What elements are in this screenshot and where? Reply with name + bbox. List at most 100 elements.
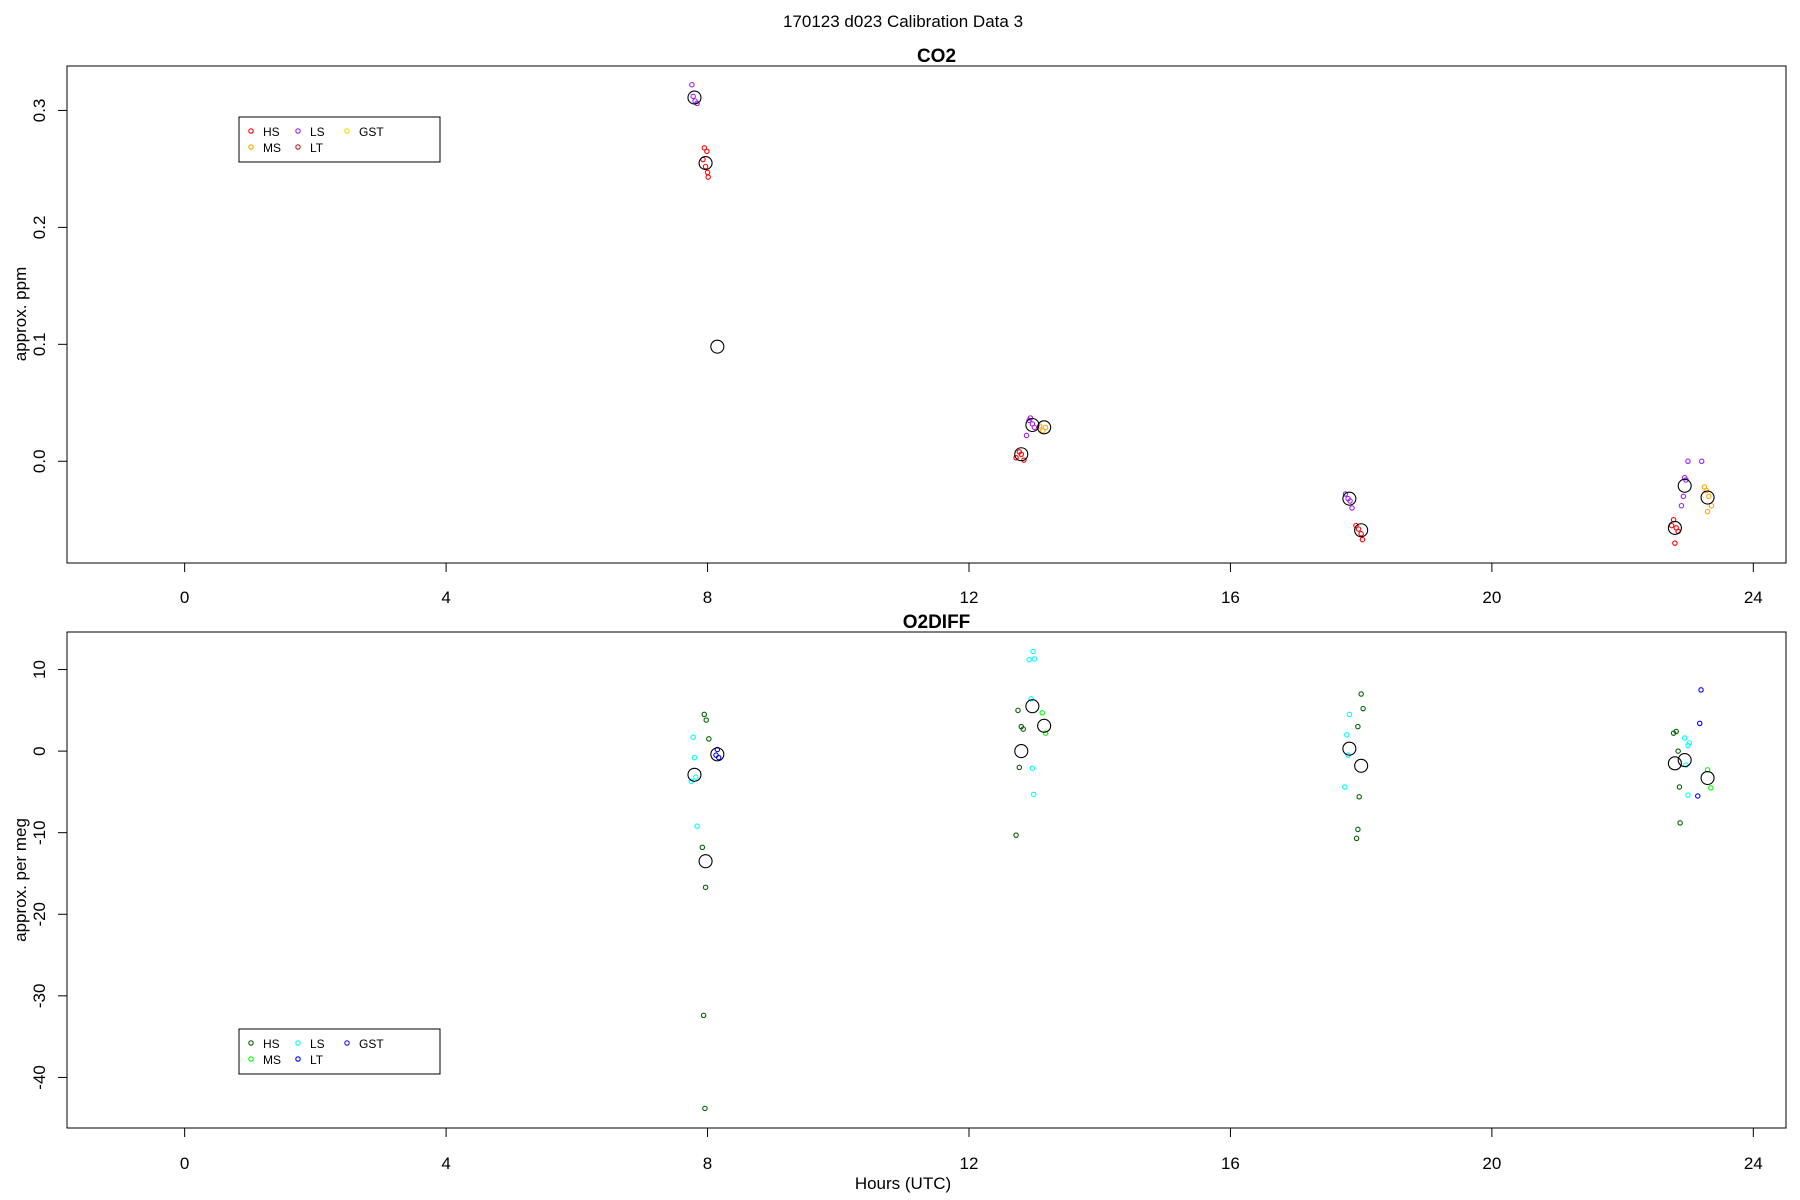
data-point: [1673, 728, 1679, 735]
data-point: [1698, 458, 1705, 465]
data-point: [1681, 735, 1688, 741]
data-point: [1347, 498, 1353, 504]
co2-panel: CO2 approx. ppm 0 4 8 12 16 20 24 0.0 0.1 0.2 0.3 HS M…: [11, 46, 1787, 607]
figure-title: 170123 d023 Calibration Data 3: [783, 12, 1023, 31]
data-point: [1029, 765, 1036, 771]
legend-marker: [248, 1056, 254, 1062]
mean-marker: [1342, 491, 1357, 506]
mean-marker: [1700, 490, 1715, 505]
data-point: [1704, 508, 1711, 515]
data-point: [704, 148, 710, 155]
data-point: [1360, 705, 1366, 712]
data-point: [1696, 720, 1703, 727]
x-tick-label: 0: [180, 1154, 189, 1173]
mean-marker: [687, 767, 702, 782]
y-axis-label: approx. ppm: [11, 267, 30, 362]
x-tick-label: 4: [441, 588, 450, 607]
data-point: [1028, 696, 1034, 702]
data-point: [1672, 540, 1678, 546]
x-tick-label: 12: [960, 588, 979, 607]
data-point: [703, 717, 709, 723]
legend-entry-ms: MS: [248, 141, 281, 155]
data-point: [1356, 794, 1362, 800]
legend-label: GST: [359, 125, 384, 139]
legend-box: [238, 116, 441, 163]
x-tick-label: 16: [1221, 1154, 1240, 1173]
data-point: [1686, 740, 1693, 746]
data-point: [1355, 826, 1361, 833]
x-axis-label: Hours (UTC): [855, 1174, 951, 1193]
y-tick-label: 0.1: [30, 332, 49, 356]
data-point: [699, 844, 706, 851]
legend: HS MS LS LT GST: [238, 116, 441, 163]
data-point: [702, 1105, 708, 1112]
mean-marker: [1354, 523, 1369, 538]
mean-marker: [710, 747, 725, 762]
data-point: [1016, 764, 1023, 771]
series-lt: [713, 687, 1704, 799]
x-tick-label: 4: [441, 1154, 450, 1173]
mean-marker: [1025, 699, 1040, 714]
y-axis: -40 -30 -20 -10 0 10: [30, 660, 68, 1090]
data-point: [1042, 424, 1049, 431]
mean-marker: [698, 854, 713, 869]
data-point: [1685, 458, 1691, 465]
legend-marker: [344, 1040, 350, 1046]
mean-marker: [1037, 718, 1052, 733]
data-point: [1353, 522, 1359, 529]
y-tick-label: 0: [30, 746, 49, 755]
mean-marker: [1677, 478, 1692, 493]
legend-label: LS: [310, 1037, 325, 1051]
x-tick-label: 16: [1221, 588, 1240, 607]
legend-entry-hs: HS: [248, 1037, 280, 1051]
legend: HS MS LS LT GST: [238, 1028, 441, 1075]
y-tick-label: 0.2: [30, 216, 49, 240]
data-point: [1040, 428, 1046, 434]
legend-marker: [295, 128, 301, 134]
legend-entry-ls: LS: [295, 1037, 325, 1051]
chart-title: O2DIFF: [903, 612, 971, 633]
data-point: [1706, 493, 1712, 500]
data-point: [691, 754, 698, 761]
data-point: [1015, 707, 1021, 714]
data-point: [1708, 785, 1714, 791]
legend-label: LS: [310, 125, 325, 139]
chart-title: CO2: [917, 46, 956, 67]
data-point: [702, 884, 709, 891]
data-point: [1342, 491, 1349, 497]
mean-marker: [1014, 744, 1029, 759]
data-point: [701, 145, 708, 151]
legend-label: LT: [310, 1053, 324, 1067]
legend-marker: [295, 1040, 301, 1046]
x-tick-label: 8: [703, 1154, 712, 1173]
data-point: [1030, 648, 1036, 655]
data-point: [1018, 451, 1025, 457]
legend-entry-lt: LT: [295, 1053, 324, 1067]
data-point: [705, 174, 711, 180]
x-tick-label: 24: [1744, 588, 1763, 607]
mean-marker: [687, 90, 702, 105]
data-point: [1676, 784, 1683, 790]
mean-markers: [687, 90, 1715, 538]
x-tick-label: 0: [180, 588, 189, 607]
legend-label: HS: [263, 1037, 280, 1051]
x-tick-label: 12: [960, 1154, 979, 1173]
data-point: [1023, 432, 1030, 439]
mean-marker: [1037, 420, 1052, 435]
y-tick-label: -20: [30, 902, 49, 927]
data-point: [690, 734, 696, 740]
data-point: [702, 163, 709, 170]
legend-entry-ls: LS: [295, 125, 325, 139]
x-tick-label: 20: [1482, 588, 1501, 607]
mean-marker: [1667, 520, 1682, 535]
x-tick-label: 20: [1482, 1154, 1501, 1173]
data-point: [1668, 522, 1675, 529]
data-point: [706, 736, 712, 742]
legend-marker: [248, 144, 254, 150]
legend-entry-ms: MS: [248, 1053, 281, 1067]
series-hs: [699, 691, 1683, 1112]
o2diff-panel: O2DIFF approx. per meg 0 4 8 12 16 20 24 -40 -30 -2…: [11, 612, 1787, 1173]
data-point: [1042, 730, 1049, 736]
y-tick-label: -40: [30, 1065, 49, 1090]
